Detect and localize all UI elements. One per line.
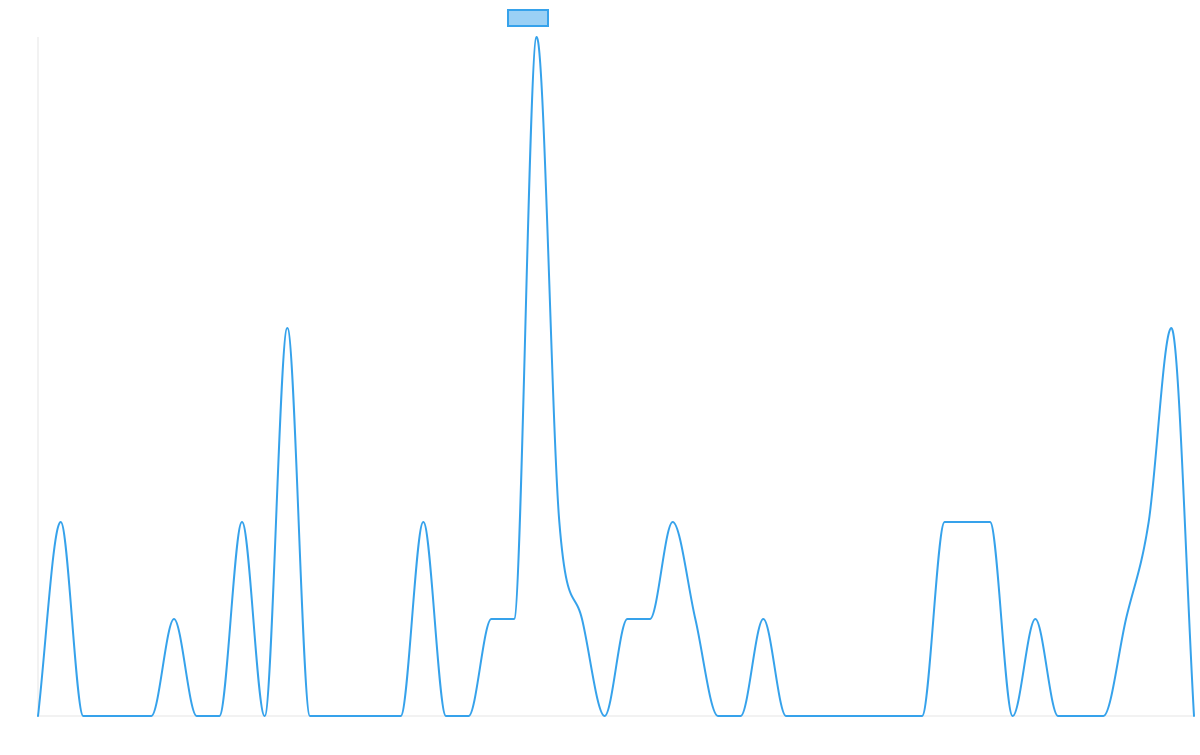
legend-swatch-0[interactable] (507, 9, 549, 27)
series-layer (37, 36, 1195, 717)
series-line-0 (37, 36, 1195, 717)
legend[interactable] (507, 9, 549, 27)
axes (37, 37, 1194, 717)
